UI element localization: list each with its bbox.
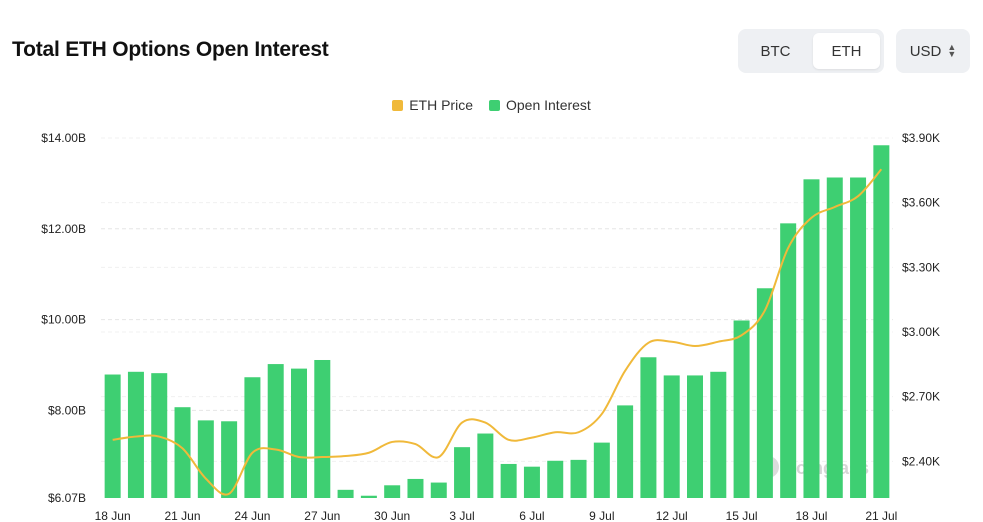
eth-price-line (112, 168, 883, 496)
legend-item-open-interest[interactable]: Open Interest (488, 97, 591, 113)
y-axis-left: $6.07B $8.00B $10.00B $12.00B $14.00B (41, 131, 86, 505)
oi-bar[interactable] (477, 433, 494, 498)
x-tick-label: 6 Jul (519, 509, 544, 522)
oi-bar[interactable] (454, 447, 471, 498)
y-left-tick-label: $10.00B (41, 313, 86, 327)
oi-bar[interactable] (640, 357, 657, 498)
oi-bar[interactable] (733, 320, 750, 498)
eth-price-path[interactable] (112, 168, 883, 496)
legend-label-open-interest: Open Interest (505, 97, 591, 113)
x-tick-label: 21 Jul (865, 509, 897, 522)
oi-bar[interactable] (314, 359, 331, 498)
y-left-tick-label: $6.07B (48, 491, 86, 505)
oi-bar[interactable] (850, 177, 867, 498)
y-right-tick-label: $2.40K (902, 454, 940, 468)
x-tick-label: 9 Jul (589, 509, 614, 522)
x-tick-label: 18 Jul (795, 509, 827, 522)
updown-chevron-icon: ▲ ▼ (947, 42, 957, 59)
oi-bar[interactable] (197, 420, 214, 498)
x-tick-label: 24 Jun (234, 509, 270, 522)
y-left-tick-label: $12.00B (41, 222, 86, 236)
oi-bar[interactable] (127, 371, 144, 498)
oi-bar[interactable] (174, 407, 191, 498)
oi-bar[interactable] (244, 377, 261, 498)
oi-bar[interactable] (500, 463, 517, 498)
x-tick-label: 15 Jul (726, 509, 758, 522)
oi-bar[interactable] (780, 223, 797, 498)
y-right-tick-label: $2.70K (902, 390, 940, 404)
btc-toggle-button[interactable]: BTC (760, 42, 791, 60)
y-left-tick-label: $8.00B (48, 403, 86, 417)
oi-bar[interactable] (523, 466, 540, 498)
currency-value: USD (909, 42, 942, 60)
legend-label-eth-price: ETH Price (409, 97, 473, 113)
x-tick-label: 3 Jul (449, 509, 474, 522)
oi-bar[interactable] (687, 375, 703, 498)
chart-legend: ETH Price Open Interest (0, 97, 983, 113)
y-axis-right: $2.40K $2.70K $3.00K $3.30K $3.60K $3.90K (902, 131, 940, 468)
oi-bar[interactable] (826, 177, 843, 498)
oi-bar[interactable] (593, 442, 610, 498)
page-title: Total ETH Options Open Interest (12, 38, 329, 61)
oi-bar[interactable] (384, 485, 401, 498)
x-axis: 18 Jun 21 Jun 24 Jun 27 Jun 30 Jun 3 Jul 6 Jul… (95, 509, 898, 522)
y-right-tick-label: $3.60K (902, 196, 940, 210)
oi-bar[interactable] (756, 288, 773, 498)
oi-bar[interactable] (547, 460, 564, 498)
eth-toggle-button[interactable]: ETH (813, 33, 880, 69)
x-tick-label: 27 Jun (304, 509, 340, 522)
oi-bar[interactable] (710, 371, 727, 498)
oi-bar[interactable] (430, 482, 447, 498)
oi-bar[interactable] (267, 364, 284, 498)
open-interest-swatch-icon (488, 99, 500, 111)
oi-bar[interactable] (570, 459, 587, 498)
currency-select[interactable]: USD ▲ ▼ (896, 29, 970, 73)
oi-bar[interactable] (360, 495, 377, 498)
oi-bar[interactable] (337, 489, 354, 498)
oi-bar[interactable] (221, 421, 238, 498)
open-interest-bars (104, 145, 890, 499)
x-tick-label: 18 Jun (95, 509, 131, 522)
x-tick-label: 12 Jul (656, 509, 688, 522)
x-tick-label: 21 Jun (165, 509, 201, 522)
oi-bar[interactable] (291, 368, 307, 498)
y-left-tick-label: $14.00B (41, 131, 86, 145)
y-right-tick-label: $3.00K (902, 325, 940, 339)
oi-bar[interactable] (873, 145, 890, 498)
grid-lines (101, 137, 893, 462)
oi-bar[interactable] (617, 405, 634, 498)
legend-item-eth-price[interactable]: ETH Price (392, 97, 473, 113)
y-right-tick-label: $3.30K (902, 260, 940, 274)
eth-price-swatch-icon (392, 99, 404, 111)
asset-toggle: BTC ETH (738, 29, 884, 73)
oi-bar[interactable] (407, 478, 424, 498)
oi-bar[interactable] (663, 375, 680, 498)
oi-bar[interactable] (104, 374, 121, 498)
oi-bar[interactable] (803, 179, 820, 499)
y-right-tick-label: $3.90K (902, 131, 940, 145)
x-tick-label: 30 Jun (374, 509, 410, 522)
